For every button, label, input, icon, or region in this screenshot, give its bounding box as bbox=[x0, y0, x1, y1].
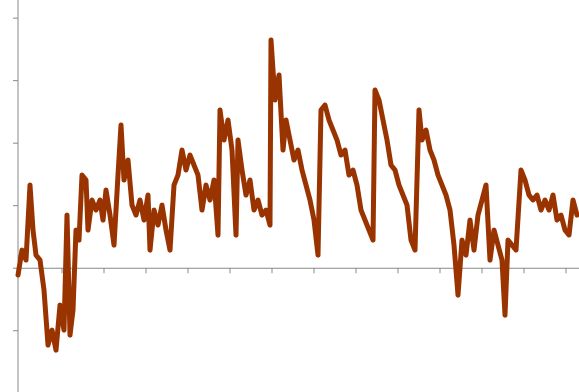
line-series bbox=[15, 37, 579, 353]
